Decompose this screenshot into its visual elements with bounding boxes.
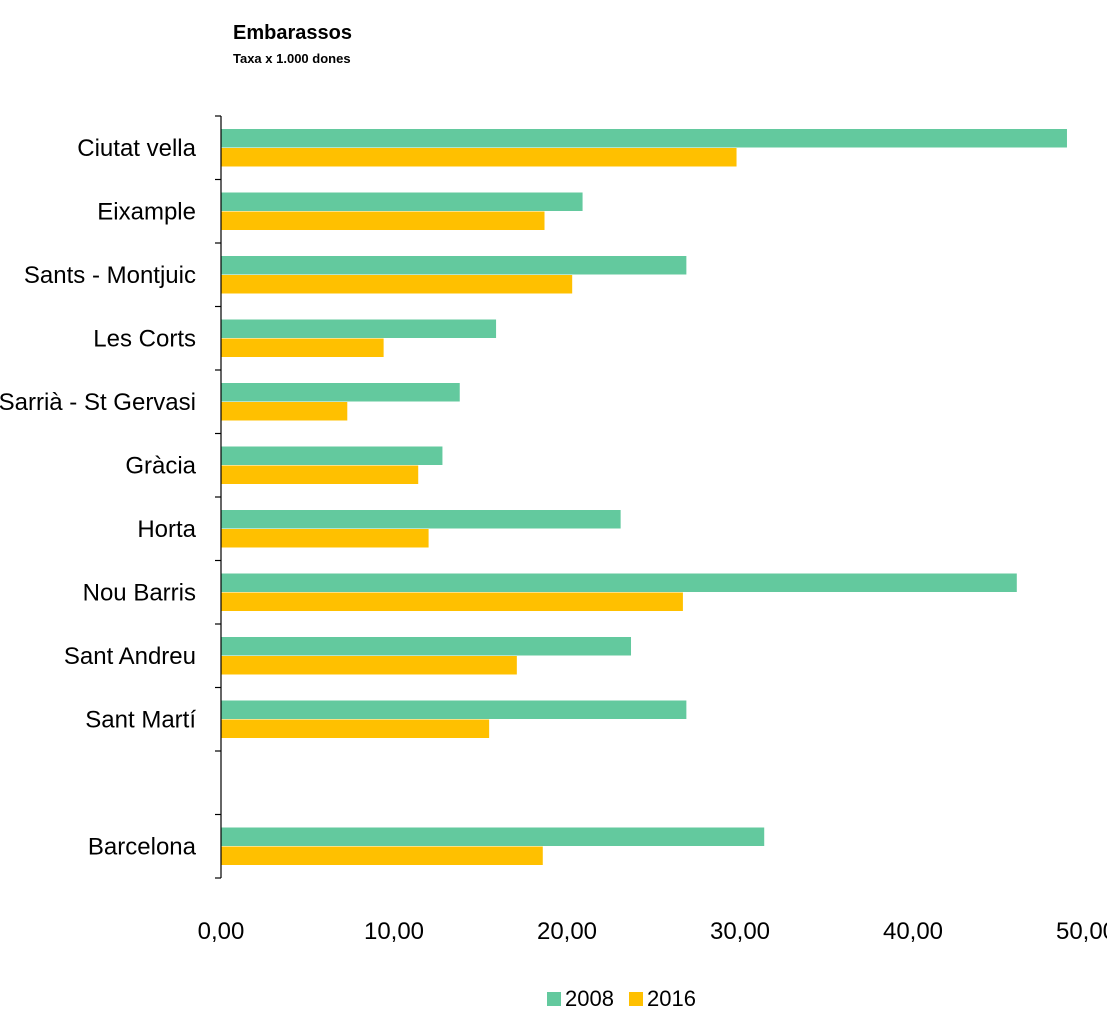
bar-2016-8 — [221, 656, 517, 675]
x-tick-label: 0,00 — [198, 918, 245, 945]
bar-2016-3 — [221, 338, 384, 357]
chart-subtitle: Taxa x 1.000 dones — [233, 51, 351, 66]
bar-2008-9 — [221, 700, 687, 719]
x-tick-label: 20,00 — [537, 918, 597, 945]
bar-2008-6 — [221, 510, 621, 529]
bar-2016-1 — [221, 211, 545, 230]
bar-2008-11 — [221, 827, 765, 846]
x-tick-label: 30,00 — [710, 918, 770, 945]
category-label: Eixample — [97, 198, 196, 225]
legend-label-2008: 2008 — [565, 986, 614, 1011]
legend-swatch-2016 — [629, 992, 643, 1006]
category-label: Sant Martí — [85, 706, 196, 733]
category-label: Les Corts — [93, 325, 196, 352]
bar-2016-4 — [221, 402, 348, 421]
category-label: Sarrià - St Gervasi — [0, 389, 196, 416]
category-label: Sant Andreu — [64, 643, 196, 670]
x-tick-label: 50,00 — [1056, 918, 1107, 945]
bar-2008-0 — [221, 129, 1067, 148]
bar-2008-2 — [221, 256, 687, 275]
legend-swatch-2008 — [547, 992, 561, 1006]
category-label: Nou Barris — [83, 579, 196, 606]
x-tick-label: 10,00 — [364, 918, 424, 945]
category-label: Sants - Montjuic — [24, 262, 196, 289]
category-label: Gràcia — [125, 452, 196, 479]
category-label: Horta — [137, 516, 196, 543]
x-tick-label: 40,00 — [883, 918, 943, 945]
bar-2016-11 — [221, 846, 543, 865]
bar-2008-4 — [221, 383, 460, 402]
category-label: Barcelona — [88, 833, 197, 860]
bar-2016-0 — [221, 148, 737, 167]
bar-2016-9 — [221, 719, 490, 738]
bar-2016-7 — [221, 592, 683, 611]
bar-2008-8 — [221, 637, 632, 656]
legend-label-2016: 2016 — [647, 986, 696, 1011]
bar-2008-5 — [221, 446, 443, 465]
bar-2016-5 — [221, 465, 419, 484]
bar-2008-7 — [221, 573, 1017, 592]
chart-title: Embarassos — [233, 22, 352, 44]
category-label: Ciutat vella — [77, 135, 196, 162]
bar-2016-2 — [221, 275, 573, 294]
bar-2008-3 — [221, 319, 497, 338]
bar-2008-1 — [221, 192, 583, 211]
bar-2016-6 — [221, 529, 429, 548]
